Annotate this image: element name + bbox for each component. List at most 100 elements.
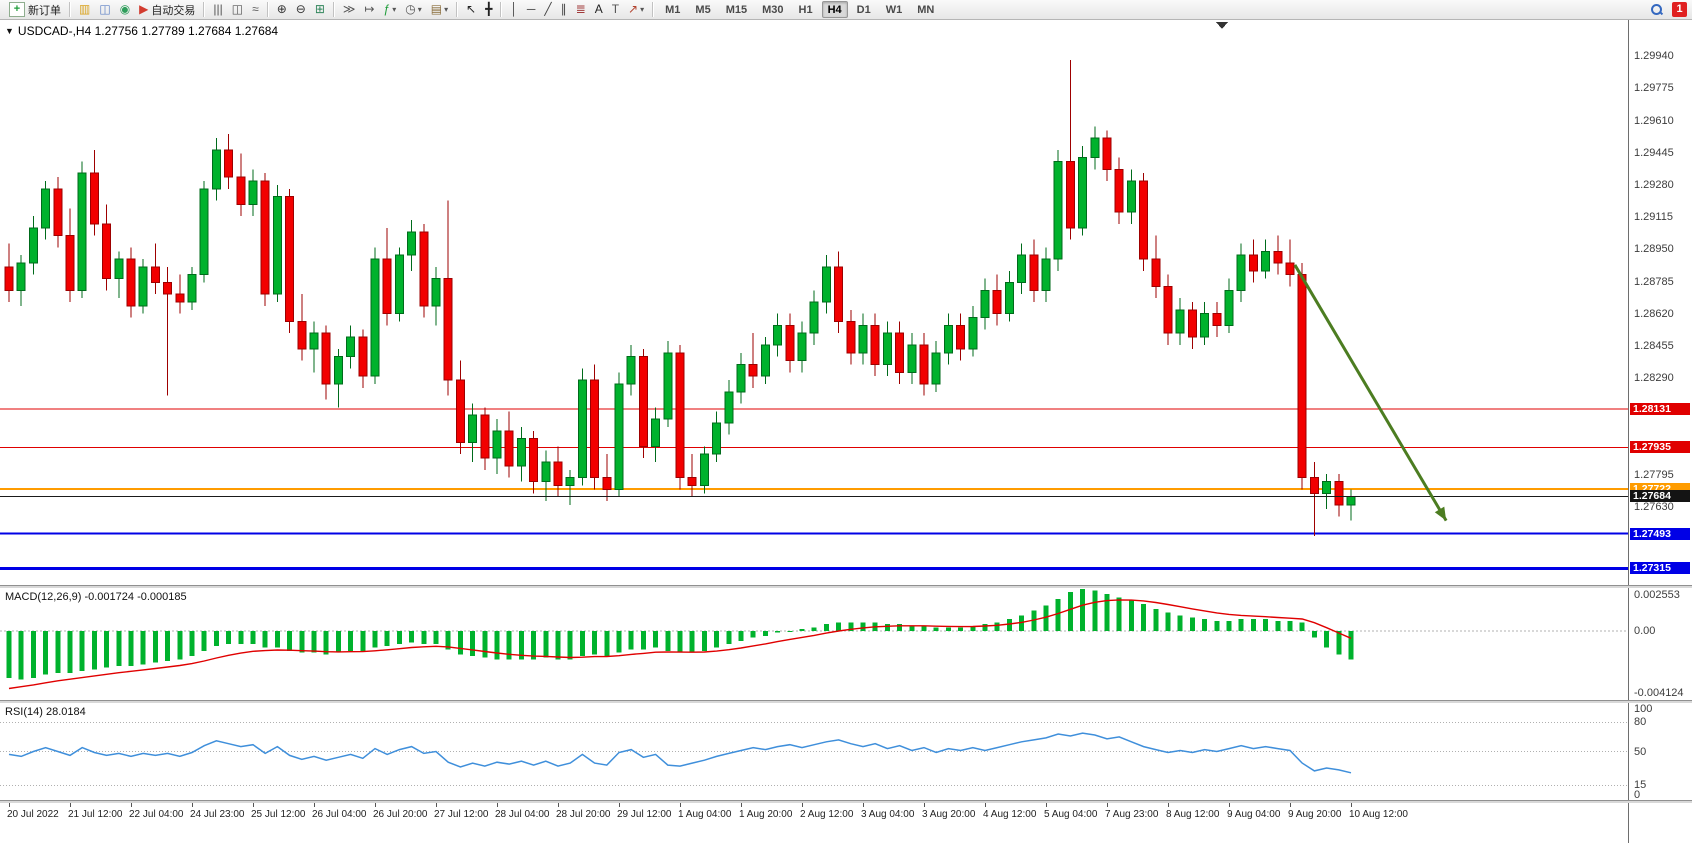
macd-histogram-bar (457, 630, 463, 655)
timeframe-MN-button[interactable]: MN (911, 1, 940, 18)
time-axis-label: 21 Jul 12:00 (68, 809, 123, 820)
macd-histogram-bar (1299, 622, 1305, 631)
cursor-button[interactable]: ↖ (462, 1, 480, 18)
timeframe-M5-button[interactable]: M5 (689, 1, 716, 18)
macd-indicator-panel[interactable]: MACD(12,26,9) -0.001724 -0.000185 (0, 588, 1628, 700)
timeframe-M15-button[interactable]: M15 (720, 1, 753, 18)
new-order-button[interactable]: + 新订单 (5, 1, 65, 18)
time-axis-label: 1 Aug 20:00 (739, 809, 793, 820)
macd-histogram-bar (445, 630, 451, 650)
candle (797, 321, 807, 373)
macd-axis-label: -0.004124 (1634, 687, 1684, 699)
macd-histogram-bar (653, 630, 659, 648)
candlestick-chart-button[interactable]: ◫ (228, 1, 247, 18)
main-chart-plot[interactable] (0, 20, 1628, 585)
macd-histogram-bar (518, 630, 524, 660)
macd-histogram-bar (348, 630, 354, 651)
templates-button[interactable]: ▤ ▾ (427, 1, 452, 18)
search-button[interactable] (1646, 1, 1667, 18)
market-watch-icon: ◫ (99, 2, 111, 16)
candle (382, 227, 392, 326)
timeframe-H1-button[interactable]: H1 (793, 1, 819, 18)
fibonacci-button[interactable]: ≣ (572, 1, 590, 18)
tile-windows-button[interactable]: ⊞ (311, 1, 329, 18)
timeframe-M1-button[interactable]: M1 (659, 1, 686, 18)
macd-histogram-bar (470, 630, 476, 656)
text-button[interactable]: A (591, 1, 607, 18)
market-watch-button[interactable]: ◫ (95, 1, 114, 18)
macd-histogram-bar (543, 630, 549, 658)
candle (407, 220, 417, 271)
candle (516, 426, 526, 482)
candle (1017, 243, 1027, 295)
vertical-line-button[interactable]: │ (506, 1, 522, 18)
navigator-button[interactable]: ◉ (116, 1, 134, 18)
timeframe-D1-button[interactable]: D1 (851, 1, 877, 18)
panel-splitter[interactable] (0, 800, 1692, 803)
candle (870, 313, 880, 377)
chart-title: USDCAD-,H4 1.27756 1.27789 1.27684 1.276… (17, 24, 279, 38)
macd-histogram-bar (409, 630, 415, 643)
trend-arrow[interactable] (1293, 264, 1448, 522)
macd-plot[interactable] (0, 588, 1628, 700)
candle (1090, 126, 1100, 170)
candle (699, 446, 709, 494)
macd-histogram-bar (299, 630, 305, 653)
toolbar-separator (500, 2, 503, 17)
time-axis-label: 20 Jul 2022 (7, 809, 59, 820)
auto-trading-button[interactable]: ▶ 自动交易 (135, 1, 199, 18)
candle (333, 348, 343, 408)
notification-badge[interactable]: 1 (1672, 2, 1687, 17)
toolbar-separator (652, 2, 655, 17)
text-label-button[interactable]: T (608, 1, 623, 18)
time-axis-label: 3 Aug 04:00 (861, 809, 915, 820)
charts-window-button[interactable]: ▥ (75, 1, 94, 18)
trendline-button[interactable]: ╱ (540, 1, 555, 18)
time-axis-tick (70, 803, 71, 807)
one-click-trading-toggle-icon[interactable]: ▼ (5, 26, 14, 36)
price-axis-label: 1.28455 (1634, 339, 1674, 352)
macd-histogram-bar (177, 630, 183, 660)
time-axis-tick (192, 803, 193, 807)
time-axis-label: 26 Jul 20:00 (373, 809, 428, 820)
time-axis[interactable]: 20 Jul 2022 21 Jul 12:00 22 Jul 04:00 24 Ju… (0, 803, 1628, 843)
candle (614, 372, 624, 498)
time-axis-label: 7 Aug 23:00 (1105, 809, 1159, 820)
zoom-out-button[interactable]: ⊖ (292, 1, 310, 18)
macd-histogram-bar (665, 630, 671, 651)
time-axis-tick (131, 803, 132, 807)
candle (211, 138, 221, 201)
timeframe-W1-button[interactable]: W1 (880, 1, 909, 18)
main-chart-panel[interactable]: ▼ USDCAD-,H4 1.27756 1.27789 1.27684 1.2… (0, 20, 1628, 585)
candle (1273, 235, 1283, 275)
indicators-button[interactable]: ƒ ▾ (380, 1, 401, 18)
candle (834, 251, 844, 334)
candle (663, 341, 673, 427)
bar-chart-button[interactable]: ||| (209, 1, 226, 18)
line-chart-button[interactable]: ≈ (248, 1, 263, 18)
candle (1102, 130, 1112, 182)
chart-shift-marker[interactable] (1216, 22, 1228, 29)
zoom-in-button[interactable]: ⊕ (273, 1, 291, 18)
candle (187, 266, 197, 310)
arrows-button[interactable]: ↗ ▾ (624, 1, 648, 18)
equidistant-channel-button[interactable]: ∥ (557, 1, 571, 18)
macd-histogram-bar (848, 622, 854, 631)
time-axis-tick (497, 803, 498, 807)
macd-histogram-bar (482, 630, 488, 658)
periods-button[interactable]: ◷ ▾ (401, 1, 426, 18)
timeframe-H4-button[interactable]: H4 (821, 1, 848, 18)
rsi-indicator-panel[interactable]: RSI(14) 28.0184 (0, 703, 1628, 800)
candle (138, 259, 148, 314)
price-axis[interactable]: 1.29940 1.29775 1.29610 1.29445 1.29280 1.291… (1628, 20, 1692, 843)
rsi-plot[interactable] (0, 703, 1628, 800)
crosshair-button[interactable]: ╋ (481, 1, 496, 18)
horizontal-line-button[interactable]: ─ (523, 1, 540, 18)
panel-splitter[interactable] (0, 700, 1692, 703)
time-axis-label: 4 Aug 12:00 (983, 809, 1037, 820)
panel-splitter[interactable] (0, 585, 1692, 588)
auto-scroll-button[interactable]: ≫ (339, 1, 360, 18)
timeframe-M30-button[interactable]: M30 (756, 1, 789, 18)
macd-histogram-bar (933, 627, 939, 631)
chart-shift-button[interactable]: ↦ (360, 1, 378, 18)
